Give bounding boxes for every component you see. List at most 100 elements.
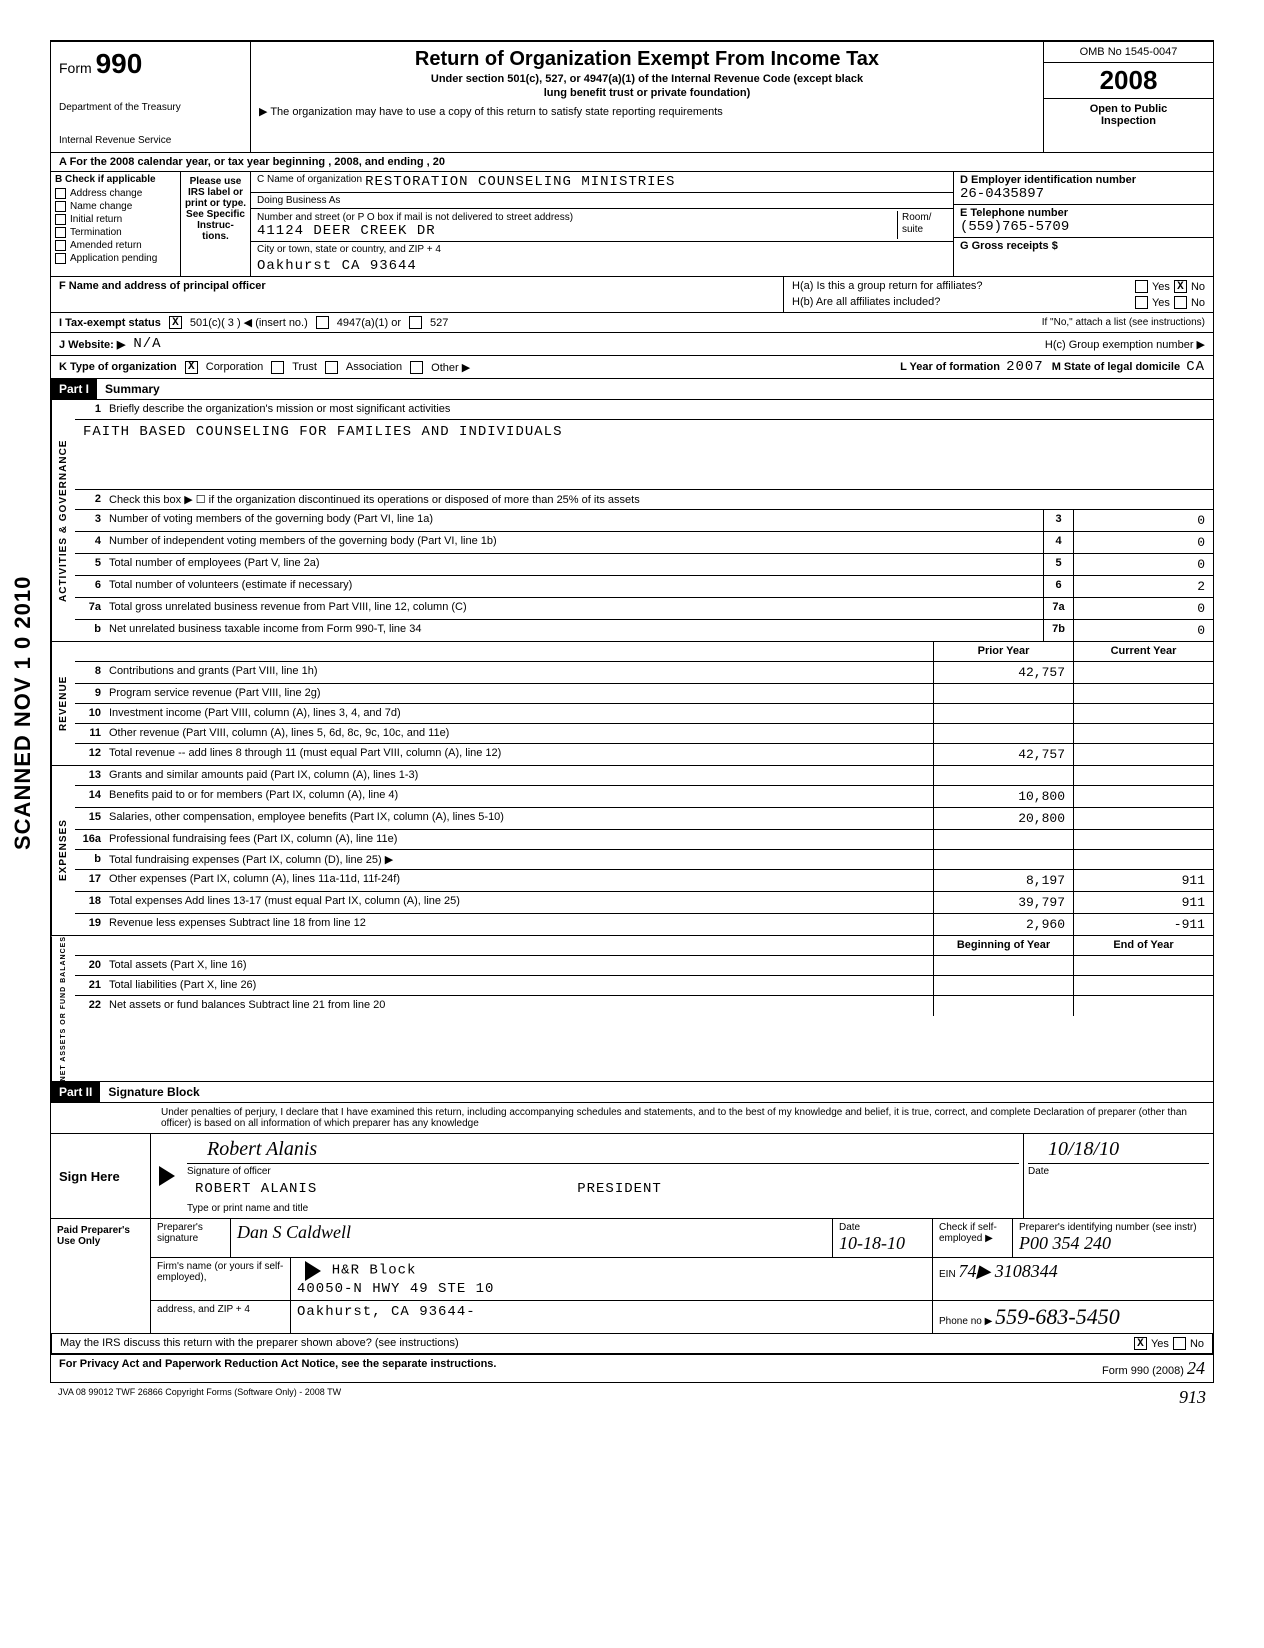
form-subtitle-1: Under section 501(c), 527, or 4947(a)(1)… (259, 73, 1035, 85)
privacy-notice: For Privacy Act and Paperwork Reduction … (59, 1358, 496, 1379)
discuss-no[interactable] (1173, 1337, 1186, 1350)
hc-label: H(c) Group exemption number ▶ (1045, 338, 1205, 351)
gov-line-box: 6 (1043, 576, 1073, 597)
lbl-termination: Termination (70, 227, 122, 238)
part-2-header: Part II Signature Block (50, 1082, 1214, 1103)
chk-termination[interactable] (55, 227, 66, 238)
beg-year-hdr: Beginning of Year (933, 936, 1073, 955)
exp-current: -911 (1073, 914, 1213, 935)
sign-here-label: Sign Here (51, 1134, 151, 1218)
summary-revenue: REVENUE Prior YearCurrent Year 8Contribu… (50, 642, 1214, 766)
sig-declaration: Under penalties of perjury, I declare th… (51, 1103, 1213, 1134)
k-assoc[interactable] (325, 361, 338, 374)
open-public-1: Open to Public (1090, 103, 1168, 115)
k-other-lbl: Other ▶ (431, 361, 470, 374)
exp-line-text: Professional fundraising fees (Part IX, … (105, 830, 933, 849)
discuss-yes[interactable]: X (1134, 1337, 1147, 1350)
m-value: CA (1186, 359, 1205, 375)
exp-prior (933, 850, 1073, 869)
mission-text: FAITH BASED COUNSELING FOR FAMILIES AND … (75, 420, 1213, 490)
hb-yes[interactable] (1135, 296, 1148, 309)
gov-line-val: 0 (1073, 598, 1213, 619)
bal-line-text: Net assets or fund balances Subtract lin… (105, 996, 933, 1016)
vert-expenses: EXPENSES (51, 766, 75, 935)
dept-irs: Internal Revenue Service (59, 135, 242, 146)
bal-end (1073, 996, 1213, 1016)
lbl-address-change: Address change (70, 188, 142, 199)
ha-yes[interactable] (1135, 280, 1148, 293)
k-other[interactable] (410, 361, 423, 374)
org-city: Oakhurst CA 93644 (257, 258, 417, 274)
bal-line-text: Total assets (Part X, line 16) (105, 956, 933, 975)
exp-prior (933, 830, 1073, 849)
form-title: Return of Organization Exempt From Incom… (259, 48, 1035, 71)
lbl-app-pending: Application pending (70, 253, 157, 264)
part-2-label: Part II (51, 1082, 100, 1102)
discuss-yes-lbl: Yes (1151, 1338, 1169, 1350)
exp-prior: 10,800 (933, 786, 1073, 807)
type-name-label: Type or print name and title (187, 1201, 1019, 1214)
ha-no[interactable]: X (1174, 280, 1187, 293)
col-b-header: B Check if applicable (51, 172, 180, 187)
exp-current (1073, 808, 1213, 829)
chk-app-pending[interactable] (55, 253, 66, 264)
line2-text: Check this box ▶ ☐ if the organization d… (105, 490, 1213, 509)
exp-line-text: Total fundraising expenses (Part IX, col… (105, 850, 933, 869)
bal-end (1073, 956, 1213, 975)
rev-current (1073, 684, 1213, 703)
rev-line-text: Contributions and grants (Part VIII, lin… (105, 662, 933, 683)
i-opt1: 501(c)( 3 ) ◀ (insert no.) (190, 316, 308, 329)
form-subtitle-2: lung benefit trust or private foundation… (259, 87, 1035, 99)
prep-sig-label: Preparer's signature (151, 1219, 231, 1257)
dept-treasury: Department of the Treasury (59, 102, 242, 113)
gov-line-box: 4 (1043, 532, 1073, 553)
chk-address-change[interactable] (55, 188, 66, 199)
prep-phone: 559-683-5450 (995, 1304, 1120, 1329)
bal-end (1073, 976, 1213, 995)
exp-prior: 8,197 (933, 870, 1073, 891)
prep-self-label: Check if self- employed ▶ (933, 1219, 1013, 1257)
line1-label: Briefly describe the organization's miss… (105, 400, 1213, 419)
lbl-amended: Amended return (70, 240, 142, 251)
k-trust[interactable] (271, 361, 284, 374)
exp-prior: 39,797 (933, 892, 1073, 913)
chk-amended[interactable] (55, 240, 66, 251)
e-phone-label: E Telephone number (960, 207, 1068, 219)
exp-current: 911 (1073, 870, 1213, 891)
jva-footer: JVA 08 99012 TWF 26866 Copyright Forms (… (58, 1387, 341, 1408)
prep-firm: H&R Block (332, 1263, 417, 1279)
omb-number: OMB No 1545-0047 (1044, 42, 1213, 63)
current-year-hdr: Current Year (1073, 642, 1213, 661)
gov-line-val: 0 (1073, 554, 1213, 575)
chk-initial-return[interactable] (55, 214, 66, 225)
i-501c[interactable]: X (169, 316, 182, 329)
vert-activities: ACTIVITIES & GOVERNANCE (51, 400, 75, 641)
page-913: 913 (1179, 1387, 1206, 1408)
prep-ein-label: EIN (939, 1269, 956, 1280)
bal-line-text: Total liabilities (Part X, line 26) (105, 976, 933, 995)
gov-line-text: Number of independent voting members of … (105, 532, 1043, 553)
hb-no[interactable] (1174, 296, 1187, 309)
k-corp-lbl: Corporation (206, 361, 263, 373)
i-4947[interactable] (316, 316, 329, 329)
rev-prior: 42,757 (933, 662, 1073, 683)
gov-line-val: 0 (1073, 620, 1213, 641)
gov-line-box: 5 (1043, 554, 1073, 575)
chk-name-change[interactable] (55, 201, 66, 212)
gov-line-text: Total number of volunteers (estimate if … (105, 576, 1043, 597)
rev-current (1073, 662, 1213, 683)
gov-line-text: Total gross unrelated business revenue f… (105, 598, 1043, 619)
row-a-calendar-year: A For the 2008 calendar year, or tax yea… (50, 153, 1214, 172)
end-year-hdr: End of Year (1073, 936, 1213, 955)
summary-expenses: EXPENSES 13Grants and similar amounts pa… (50, 766, 1214, 936)
gov-line-val: 0 (1073, 532, 1213, 553)
org-name: RESTORATION COUNSELING MINISTRIES (365, 174, 675, 190)
officer-signature: Robert Alanis (187, 1138, 1019, 1164)
scanned-stamp: SCANNED NOV 1 0 2010 (10, 576, 36, 850)
g-gross-label: G Gross receipts $ (960, 240, 1058, 252)
i-opt2: 4947(a)(1) or (337, 317, 401, 329)
k-corp[interactable]: X (185, 361, 198, 374)
gov-line-val: 0 (1073, 510, 1213, 531)
c-room-label: Room/ suite (902, 212, 931, 235)
i-527[interactable] (409, 316, 422, 329)
